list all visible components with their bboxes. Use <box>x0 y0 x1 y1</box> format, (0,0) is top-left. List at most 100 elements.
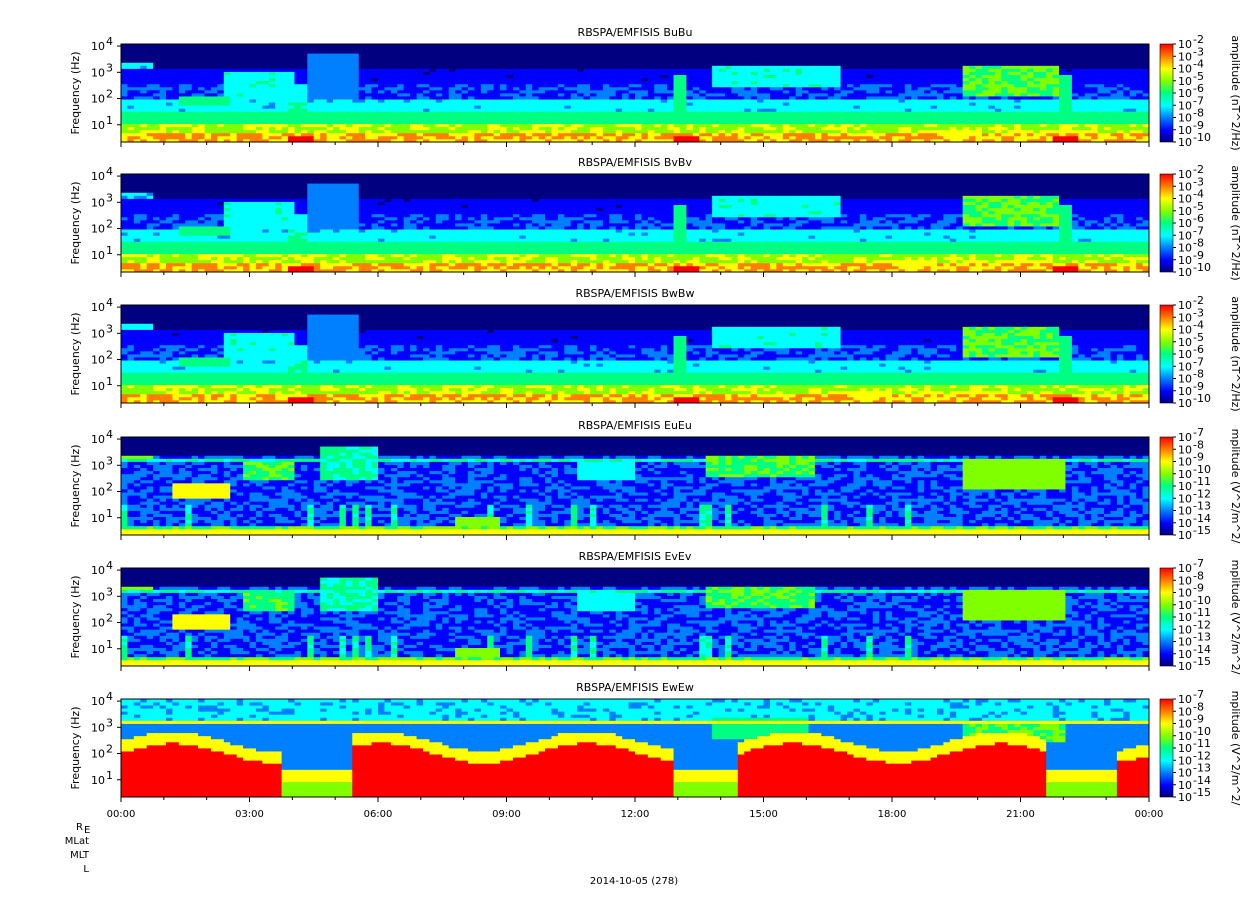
heatmap-cell <box>866 77 874 82</box>
heatmap-cell <box>345 71 353 76</box>
heatmap-cell <box>204 56 212 60</box>
heatmap-cell <box>885 132 893 137</box>
heatmap-cell <box>1020 93 1028 97</box>
heatmap-cell <box>506 74 514 79</box>
heatmap-cell <box>667 59 674 63</box>
heatmap-cell <box>223 71 231 76</box>
heatmap-cell <box>840 129 848 134</box>
heatmap-cell <box>859 111 867 115</box>
heatmap-cell <box>930 59 938 63</box>
heatmap-cell <box>172 62 180 66</box>
heatmap-cell <box>641 44 649 48</box>
heatmap-cell <box>635 99 642 103</box>
heatmap-cell <box>127 108 135 112</box>
heatmap-cell <box>737 53 745 57</box>
heatmap-cell <box>519 99 527 103</box>
heatmap-cell <box>294 114 302 118</box>
heatmap-cell <box>333 62 340 66</box>
heatmap-cell <box>673 93 681 97</box>
heatmap-cell <box>512 129 520 134</box>
heatmap-cell <box>487 135 495 140</box>
heatmap-cell <box>673 56 681 60</box>
heatmap-cell <box>1065 71 1073 76</box>
heatmap-cell <box>757 50 764 54</box>
heatmap-cell <box>230 50 238 54</box>
heatmap-cell <box>776 93 784 97</box>
heatmap-cell <box>519 123 527 128</box>
heatmap-cell <box>390 138 398 143</box>
heatmap-cell <box>371 132 379 137</box>
heatmap-cell <box>789 132 797 137</box>
heatmap-cell <box>686 89 694 94</box>
heatmap-cell <box>1007 62 1015 66</box>
heatmap-cell <box>1104 126 1111 131</box>
heatmap-cell <box>834 120 841 125</box>
heatmap-cell <box>1110 86 1118 91</box>
heatmap-cell <box>712 77 719 82</box>
heatmap-cell <box>557 93 565 97</box>
heatmap-cell <box>217 96 225 100</box>
heatmap-cell <box>448 71 456 76</box>
heatmap-cell <box>834 50 841 54</box>
heatmap-cell <box>667 50 674 54</box>
heatmap-cell <box>153 65 160 69</box>
heatmap-cell <box>493 89 501 94</box>
heatmap-cell <box>165 105 173 109</box>
heatmap-cell <box>1059 50 1066 54</box>
heatmap-cell <box>686 53 694 57</box>
heatmap-cell <box>1091 132 1098 137</box>
heatmap-cell <box>500 89 507 94</box>
heatmap-cell <box>185 44 193 48</box>
heatmap-cell <box>924 117 931 121</box>
heatmap-cell <box>789 129 797 134</box>
heatmap-cell <box>191 83 199 88</box>
heatmap-cell <box>988 53 996 57</box>
heatmap-cell <box>904 56 912 60</box>
heatmap-cell <box>1001 135 1009 140</box>
heatmap-cell <box>1046 89 1054 94</box>
heatmap-cell <box>660 126 668 131</box>
heatmap-cell <box>930 89 938 94</box>
heatmap-cell <box>204 59 212 63</box>
heatmap-cell <box>1001 105 1009 109</box>
heatmap-cell <box>570 47 578 51</box>
heatmap-cell <box>1033 120 1041 125</box>
heatmap-cell <box>885 129 893 134</box>
heatmap-cell <box>268 47 276 51</box>
heatmap-cell <box>686 135 694 140</box>
heatmap-cell <box>204 86 212 91</box>
heatmap-cell <box>545 123 552 128</box>
heatmap-cell <box>1078 129 1086 134</box>
heatmap-cell <box>667 56 674 60</box>
heatmap-cell <box>410 53 417 57</box>
heatmap-cell <box>191 99 199 103</box>
heatmap-cell <box>249 68 257 72</box>
heatmap-cell <box>879 126 886 131</box>
heatmap-cell <box>557 74 565 79</box>
heatmap-cell <box>313 129 321 134</box>
heatmap-cell <box>217 50 225 54</box>
heatmap-cell <box>545 71 552 76</box>
heatmap-cell <box>647 96 655 100</box>
heatmap-cell <box>936 50 944 54</box>
heatmap-cell <box>506 47 514 51</box>
heatmap-cell <box>853 50 861 54</box>
heatmap-cell <box>500 59 507 63</box>
heatmap-cell <box>422 77 430 82</box>
heatmap-cell <box>268 120 276 125</box>
heatmap-cell <box>840 99 848 103</box>
heatmap-cell <box>769 71 777 76</box>
heatmap-cell <box>802 89 809 94</box>
heatmap-cell <box>500 132 507 137</box>
heatmap-cell <box>416 96 424 100</box>
heatmap-cell <box>275 138 283 143</box>
heatmap-cell <box>667 108 674 112</box>
heatmap-cell <box>590 132 597 137</box>
heatmap-cell <box>962 108 970 112</box>
heatmap-cell <box>185 71 193 76</box>
heatmap-cell <box>795 44 803 48</box>
heatmap-cell <box>924 111 931 115</box>
heatmap-cell <box>474 99 482 103</box>
heatmap-cell <box>320 138 327 143</box>
heatmap-cell <box>538 93 546 97</box>
